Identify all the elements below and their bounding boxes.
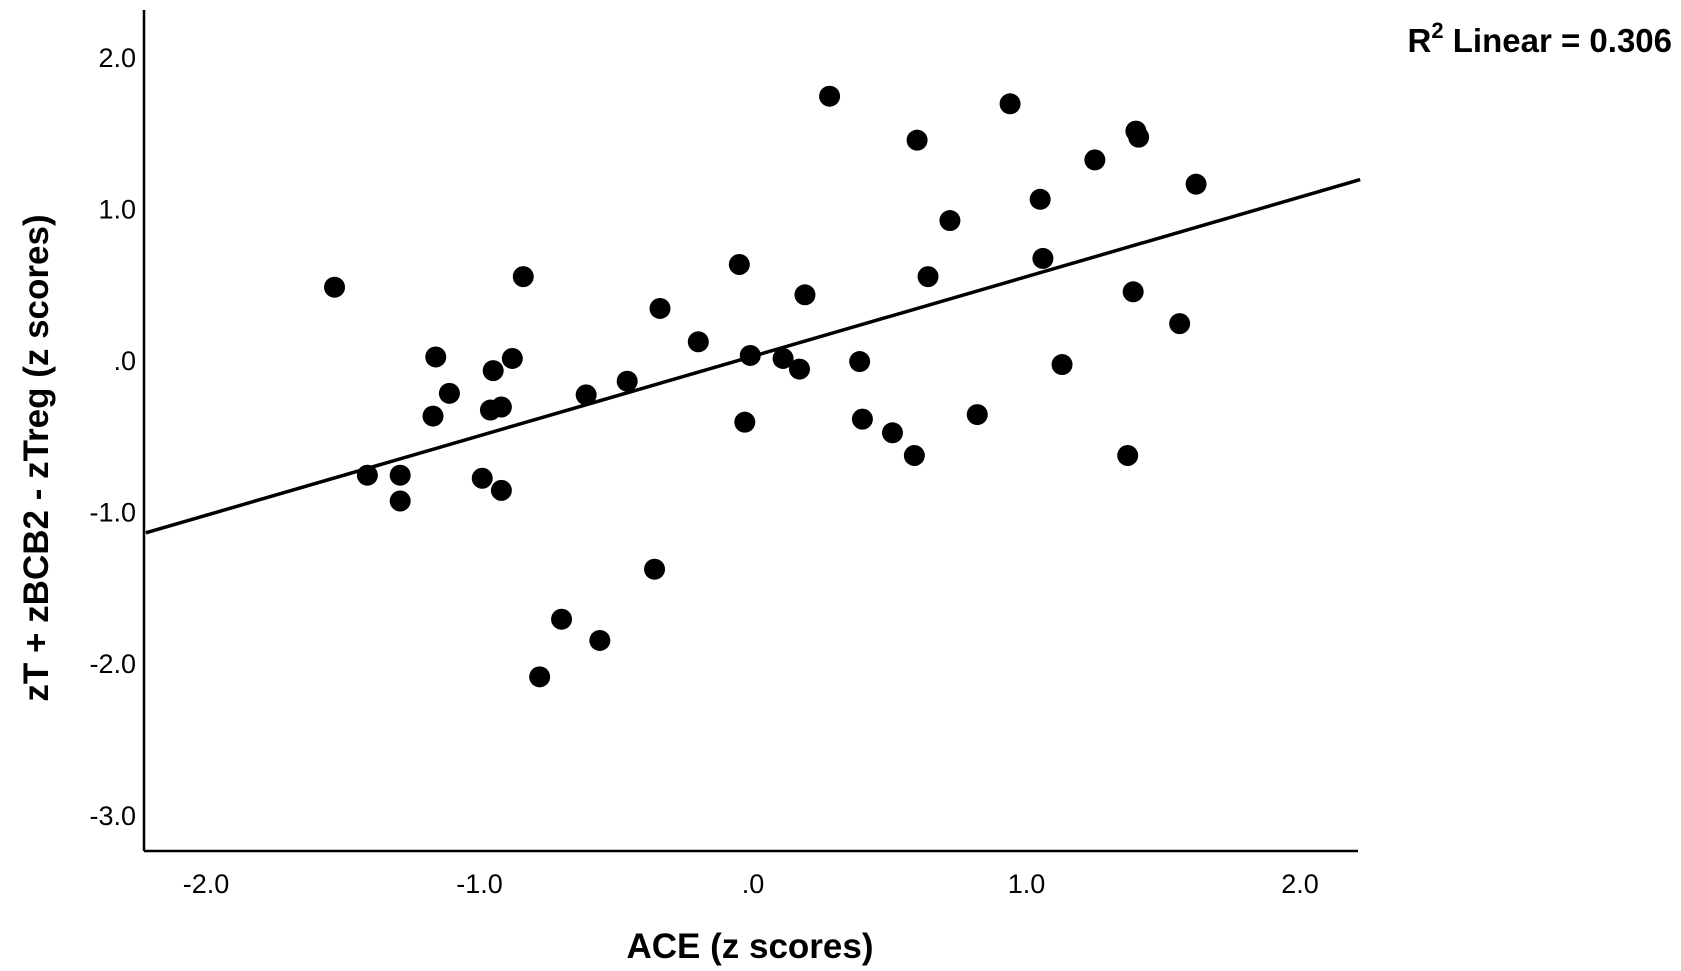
r-squared-value: Linear = 0.306 bbox=[1444, 22, 1672, 59]
data-point bbox=[772, 347, 794, 369]
data-point bbox=[906, 129, 928, 151]
data-point bbox=[728, 253, 750, 275]
y-axis-title: zT + zBCB2 - zTreg (z scores) bbox=[17, 214, 56, 701]
data-point bbox=[575, 384, 597, 406]
r-squared-superscript: 2 bbox=[1431, 18, 1443, 43]
y-tick-label: -3.0 bbox=[89, 801, 136, 831]
y-tick-labels: -3.0 -2.0 -1.0 .0 1.0 2.0 bbox=[89, 43, 136, 831]
data-point bbox=[324, 276, 346, 298]
r-squared-prefix: R bbox=[1408, 22, 1432, 59]
data-point bbox=[501, 347, 523, 369]
data-point bbox=[1032, 247, 1054, 269]
data-point bbox=[512, 266, 534, 288]
data-point bbox=[389, 490, 411, 512]
data-point bbox=[687, 331, 709, 353]
data-point bbox=[1051, 354, 1073, 376]
data-point bbox=[649, 297, 671, 319]
x-tick-label: 1.0 bbox=[1008, 869, 1046, 899]
data-point bbox=[939, 210, 961, 232]
data-point bbox=[356, 464, 378, 486]
data-point bbox=[1084, 149, 1106, 171]
x-axis-title: ACE (z scores) bbox=[626, 927, 873, 966]
x-tick-label: .0 bbox=[742, 869, 765, 899]
y-tick-label: 1.0 bbox=[98, 194, 136, 224]
data-point bbox=[471, 467, 493, 489]
data-point bbox=[589, 629, 611, 651]
data-point bbox=[490, 396, 512, 418]
data-point bbox=[1185, 173, 1207, 195]
r-squared-annotation: R2 Linear = 0.306 bbox=[1408, 18, 1672, 59]
data-point bbox=[438, 382, 460, 404]
y-tick-label: .0 bbox=[113, 346, 136, 376]
data-point bbox=[1169, 313, 1191, 335]
x-tick-label: -1.0 bbox=[456, 869, 503, 899]
data-point bbox=[389, 464, 411, 486]
x-tick-label: -2.0 bbox=[183, 869, 230, 899]
data-point bbox=[917, 266, 939, 288]
data-point bbox=[551, 608, 573, 630]
data-point bbox=[788, 358, 810, 380]
data-point bbox=[966, 404, 988, 426]
data-point bbox=[903, 445, 925, 467]
y-tick-label: -2.0 bbox=[89, 649, 136, 679]
data-point bbox=[739, 344, 761, 366]
x-tick-label: 2.0 bbox=[1281, 869, 1319, 899]
data-point bbox=[849, 351, 871, 373]
data-point bbox=[881, 422, 903, 444]
data-point bbox=[490, 479, 512, 501]
x-tick-labels: -2.0 -1.0 .0 1.0 2.0 bbox=[183, 869, 1319, 899]
data-point bbox=[1122, 281, 1144, 303]
data-point bbox=[422, 405, 444, 427]
y-tick-label: 2.0 bbox=[98, 43, 136, 73]
data-point bbox=[482, 360, 504, 382]
data-point bbox=[734, 411, 756, 433]
data-point bbox=[1128, 126, 1150, 148]
data-point bbox=[644, 558, 666, 580]
data-point bbox=[851, 408, 873, 430]
data-point bbox=[999, 93, 1021, 115]
data-point bbox=[819, 85, 841, 107]
data-point bbox=[794, 284, 816, 306]
axes bbox=[142, 10, 1358, 853]
data-points bbox=[324, 85, 1207, 688]
data-point bbox=[1029, 188, 1051, 210]
data-point bbox=[616, 370, 638, 392]
y-tick-label: -1.0 bbox=[89, 498, 136, 528]
data-point bbox=[1117, 445, 1139, 467]
data-point bbox=[425, 346, 447, 368]
data-point bbox=[529, 666, 551, 688]
